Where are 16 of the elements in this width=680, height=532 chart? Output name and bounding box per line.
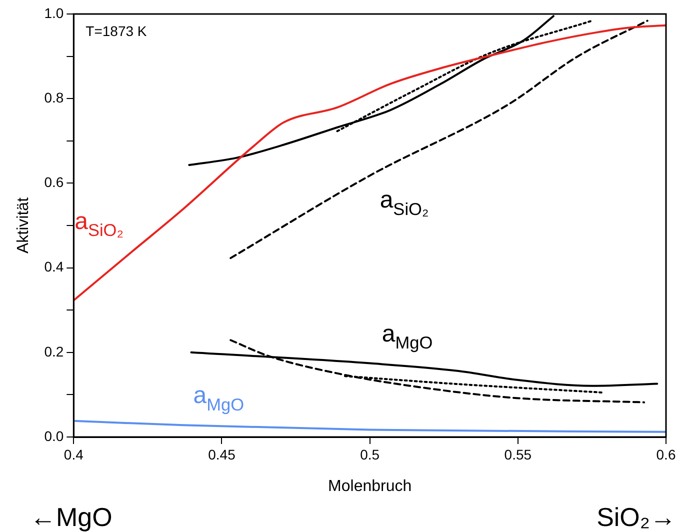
y-tick-label: 0.0 [44,428,64,444]
text: ←MgO [30,502,112,532]
x-tick-label: 0.6 [656,446,676,462]
x-tick-label: 0.45 [208,446,236,462]
y-axis-title: Aktivität [15,196,32,254]
x-tick-label: 0.5 [360,446,380,462]
x-axis-title: Molenbruch [328,478,412,495]
text: SiO₂→ [596,502,676,532]
y-tick-label: 0.6 [44,174,64,190]
x-tick-label: 0.4 [64,446,84,462]
y-tick-label: 0.4 [44,258,64,275]
y-tick-label: 0.2 [44,343,64,360]
x-tick-label: 0.55 [504,446,532,462]
annotation: T=1873 K [86,23,148,39]
y-tick-label: 0.8 [44,89,64,106]
y-tick-label: 1.0 [44,4,64,21]
